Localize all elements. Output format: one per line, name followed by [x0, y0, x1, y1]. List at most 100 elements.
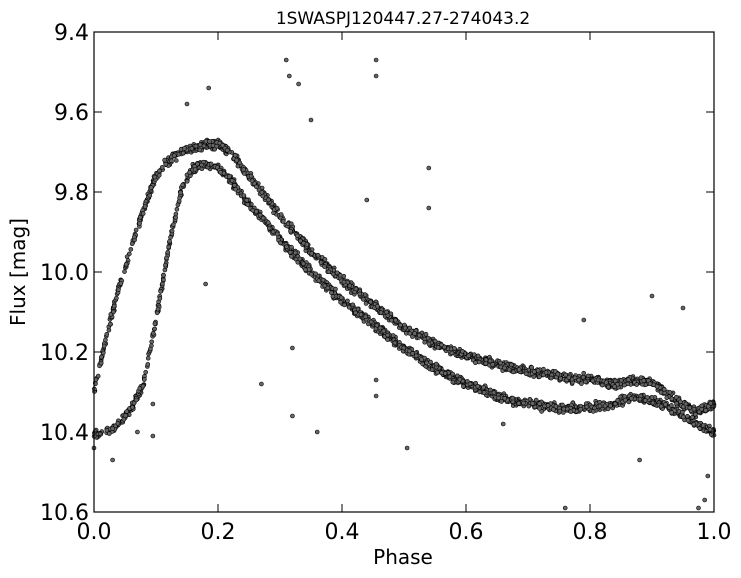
data-point	[318, 260, 324, 265]
data-point	[358, 312, 364, 317]
data-point	[413, 353, 419, 359]
data-point-outlier	[404, 445, 410, 451]
data-point	[432, 338, 438, 344]
data-point	[145, 355, 151, 361]
data-point	[192, 167, 198, 172]
data-point-outlier	[702, 497, 708, 503]
data-point-outlier	[110, 457, 115, 463]
data-point	[502, 365, 507, 371]
data-point	[461, 384, 466, 389]
data-point	[152, 326, 157, 332]
data-point	[220, 143, 225, 148]
data-point	[385, 332, 391, 338]
data-point	[393, 317, 398, 323]
data-point	[99, 354, 104, 360]
data-point	[274, 205, 280, 211]
data-point-outlier	[206, 85, 211, 91]
data-point	[326, 269, 332, 275]
data-point	[626, 399, 632, 405]
data-point	[526, 403, 532, 409]
y-axis-label: Flux [mag]	[6, 218, 30, 326]
data-point-outlier	[203, 281, 208, 287]
data-point	[322, 257, 328, 262]
data-point	[402, 325, 408, 331]
data-point	[385, 337, 390, 342]
data-point	[419, 357, 424, 362]
data-point	[237, 160, 242, 166]
data-point	[521, 400, 526, 406]
data-point	[288, 221, 294, 227]
data-point	[232, 153, 238, 158]
y-tick-label: 10.6	[40, 501, 89, 526]
data-point	[645, 395, 650, 400]
x-tick-label: 0.0	[77, 520, 112, 545]
data-point	[108, 321, 113, 327]
data-point	[353, 310, 358, 316]
data-point	[581, 370, 587, 376]
data-point	[122, 269, 127, 274]
data-point	[553, 404, 559, 409]
data-point	[568, 409, 574, 414]
data-point	[680, 414, 686, 420]
data-point	[143, 369, 148, 375]
data-point	[398, 322, 403, 328]
data-point	[161, 272, 166, 278]
data-point	[187, 170, 192, 175]
data-point	[124, 254, 130, 260]
data-point	[266, 197, 271, 203]
data-point	[439, 370, 445, 376]
data-point	[599, 382, 605, 388]
data-point	[669, 403, 674, 408]
data-point	[347, 283, 353, 289]
data-point	[234, 157, 239, 163]
y-axis-ticks: 9.4 9.6 9.8 10.0 10.2 10.4 10.6	[40, 21, 714, 526]
data-point	[330, 294, 336, 299]
data-point	[516, 400, 522, 406]
data-point	[595, 377, 601, 383]
data-point	[123, 261, 129, 267]
data-point	[685, 418, 691, 423]
data-point	[353, 286, 359, 292]
x-axis-ticks: 0.0 0.2 0.4 0.6 0.8 1.0	[77, 32, 732, 545]
data-point	[199, 162, 204, 168]
data-point	[278, 240, 283, 246]
x-tick-label: 0.2	[201, 520, 236, 545]
data-point	[244, 197, 250, 203]
data-point	[384, 309, 389, 315]
data-point	[287, 250, 293, 255]
data-point	[145, 362, 151, 367]
data-point-outlier	[373, 73, 379, 79]
data-point	[259, 190, 265, 195]
data-point	[241, 167, 246, 172]
data-point	[148, 346, 153, 352]
data-point	[452, 346, 457, 351]
data-point	[377, 325, 383, 331]
data-point	[509, 362, 514, 368]
data-point	[110, 426, 115, 431]
data-point	[218, 169, 223, 175]
data-point	[690, 414, 695, 420]
data-point	[389, 317, 394, 323]
data-point	[502, 395, 508, 401]
data-point	[566, 375, 572, 380]
data-point	[622, 394, 628, 399]
data-point	[510, 369, 516, 375]
data-point	[700, 423, 706, 428]
data-point	[118, 281, 124, 286]
data-point	[316, 278, 322, 284]
data-point	[498, 360, 503, 366]
data-point	[115, 421, 121, 426]
y-tick-label: 9.4	[54, 21, 89, 46]
data-point	[483, 361, 489, 366]
data-point	[572, 375, 578, 381]
data-point	[687, 405, 693, 411]
data-point	[134, 397, 139, 403]
data-point	[193, 143, 199, 149]
data-point	[341, 279, 347, 285]
data-point-outlier	[426, 205, 432, 211]
data-point	[210, 143, 216, 148]
data-point-outlier	[562, 505, 568, 511]
data-point	[487, 387, 493, 393]
data-point	[699, 403, 705, 409]
data-point	[449, 350, 455, 356]
